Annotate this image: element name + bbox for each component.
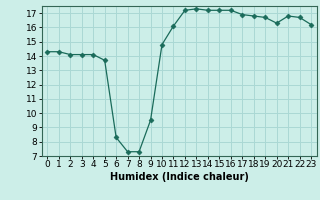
- X-axis label: Humidex (Indice chaleur): Humidex (Indice chaleur): [110, 172, 249, 182]
